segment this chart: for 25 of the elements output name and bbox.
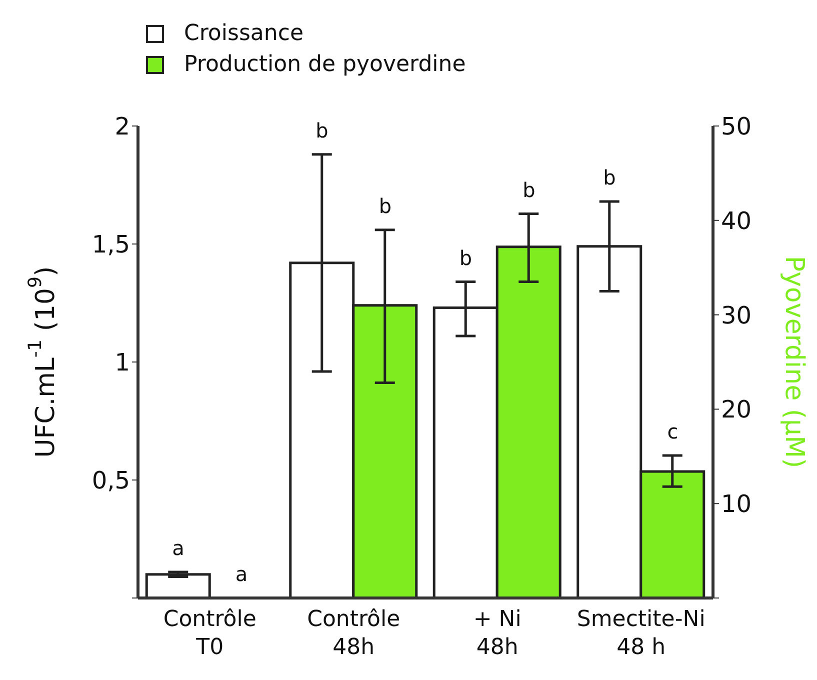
y-tick-label: 1 [114,348,130,377]
y2-axis-title: Pyoverdine (µM) [779,256,809,468]
y2-tick-label: 20 [721,396,752,424]
annotation: b [316,118,328,142]
legend-label: Croissance [183,20,304,48]
x-tick-label: Contrôle 48h [307,607,400,660]
y2-tick-label: 10 [721,490,752,518]
bar [145,573,211,598]
annotation: b [603,166,616,190]
x-tick-label: Contrôle T0 [163,607,256,660]
legend-label: Production de pyoverdine [183,51,466,79]
y2-tick-label: 50 [721,112,752,141]
y-tick-label: 2 [114,112,130,141]
x-tick-label: + Ni 48h [473,607,522,660]
annotation: c [667,419,678,444]
y-tick-label: 0,5 [92,466,130,495]
y-tick-label: 1,5 [92,230,130,259]
annotation: a [172,536,184,560]
y2-tick-label: 30 [721,301,752,330]
y2-tick-label: 40 [721,206,752,235]
x-tick-label: Smectite-Ni 48 h [576,607,706,660]
annotation: b [459,246,472,270]
annotation: b [522,178,536,202]
annotation: a [235,562,248,586]
annotation: b [378,194,392,218]
